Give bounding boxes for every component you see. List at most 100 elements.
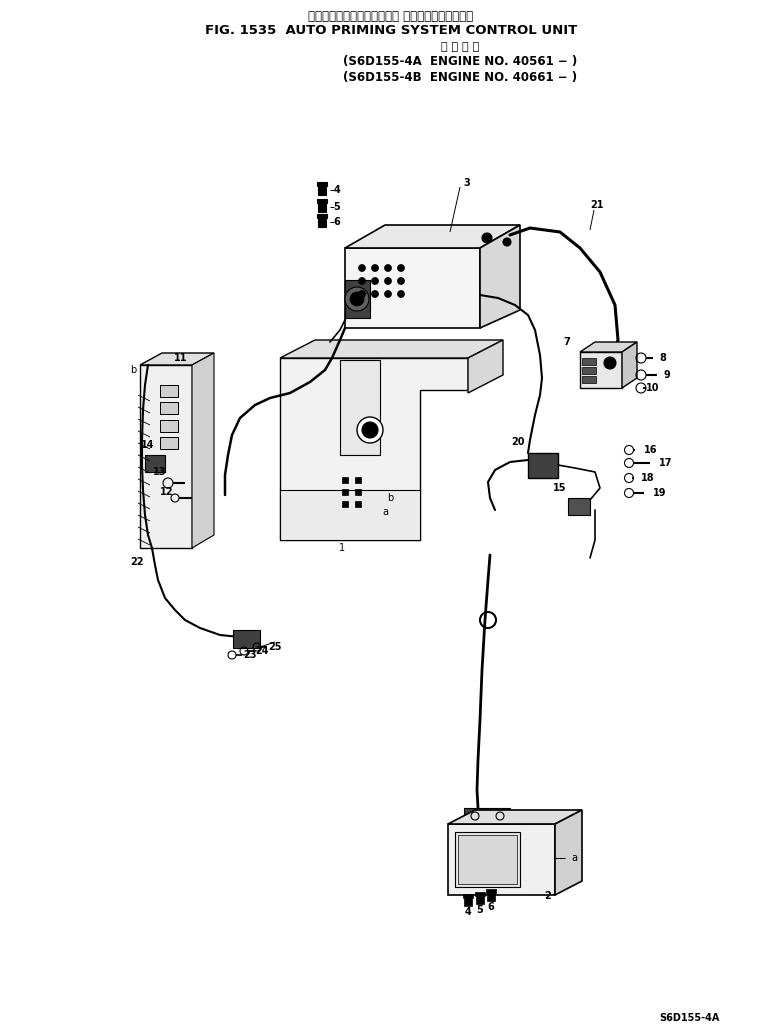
Text: 24: 24 — [255, 646, 269, 656]
Circle shape — [357, 417, 383, 443]
Polygon shape — [340, 360, 380, 455]
Circle shape — [371, 291, 378, 298]
Polygon shape — [580, 342, 637, 352]
Circle shape — [350, 292, 364, 306]
Text: 6: 6 — [488, 902, 494, 912]
Text: 23: 23 — [243, 650, 256, 660]
Text: 20: 20 — [511, 438, 525, 447]
Polygon shape — [140, 353, 214, 365]
Circle shape — [397, 277, 404, 284]
Circle shape — [371, 265, 378, 271]
Text: 8: 8 — [659, 353, 666, 363]
Text: 22: 22 — [131, 557, 144, 567]
Bar — [355, 489, 361, 495]
Text: FIG. 1535  AUTO PRIMING SYSTEM CONTROL UNIT: FIG. 1535 AUTO PRIMING SYSTEM CONTROL UN… — [205, 25, 577, 38]
Text: 適 用 号 機: 適 用 号 機 — [441, 42, 479, 52]
Text: 4: 4 — [465, 907, 472, 917]
Text: 5: 5 — [334, 202, 340, 212]
Text: 7: 7 — [564, 337, 570, 347]
Bar — [458, 835, 517, 884]
Polygon shape — [555, 810, 582, 895]
Circle shape — [371, 277, 378, 284]
Bar — [355, 501, 361, 507]
Bar — [160, 438, 178, 449]
Text: 1: 1 — [339, 543, 345, 553]
Text: 19: 19 — [653, 488, 667, 498]
Bar — [318, 217, 326, 227]
Polygon shape — [140, 365, 192, 548]
Text: 3: 3 — [464, 178, 471, 188]
Text: (S6D155-4B  ENGINE NO. 40661 − ): (S6D155-4B ENGINE NO. 40661 − ) — [343, 72, 577, 84]
Text: 21: 21 — [590, 200, 604, 210]
Text: 4: 4 — [334, 185, 340, 195]
Circle shape — [385, 265, 392, 271]
Circle shape — [503, 238, 511, 246]
Circle shape — [358, 277, 365, 284]
Bar — [463, 893, 473, 898]
Text: 6: 6 — [334, 217, 340, 227]
Bar — [317, 199, 327, 203]
Polygon shape — [345, 225, 520, 248]
Circle shape — [362, 422, 378, 438]
Text: 12: 12 — [160, 487, 174, 497]
Polygon shape — [622, 342, 637, 388]
Polygon shape — [464, 808, 510, 824]
Bar — [476, 896, 484, 904]
Bar — [318, 202, 326, 212]
Bar — [582, 358, 596, 365]
Circle shape — [397, 265, 404, 271]
Bar — [342, 501, 348, 507]
Text: a: a — [382, 507, 388, 517]
Polygon shape — [528, 453, 558, 478]
Text: 14: 14 — [142, 440, 155, 450]
Bar — [355, 477, 361, 483]
Polygon shape — [280, 358, 468, 540]
Polygon shape — [192, 353, 214, 548]
Text: b: b — [387, 493, 393, 503]
Polygon shape — [280, 490, 420, 540]
Circle shape — [385, 291, 392, 298]
Polygon shape — [468, 340, 503, 393]
Bar — [582, 367, 596, 374]
Bar — [464, 898, 472, 906]
Text: a: a — [571, 853, 577, 863]
Text: 15: 15 — [553, 483, 567, 493]
Text: 5: 5 — [476, 905, 483, 915]
Text: 13: 13 — [153, 467, 167, 477]
Circle shape — [358, 265, 365, 271]
Polygon shape — [580, 352, 622, 388]
Bar — [342, 477, 348, 483]
Bar — [317, 182, 327, 186]
Circle shape — [482, 233, 492, 243]
Polygon shape — [568, 498, 590, 515]
Bar — [318, 185, 326, 195]
Text: 9: 9 — [664, 370, 670, 380]
Text: オートプライミングシステム コントロールユニット: オートプライミングシステム コントロールユニット — [308, 9, 474, 23]
Bar — [317, 214, 327, 218]
Bar — [160, 402, 178, 414]
Text: 2: 2 — [544, 891, 551, 901]
Circle shape — [397, 291, 404, 298]
Text: (S6D155-4A  ENGINE NO. 40561 − ): (S6D155-4A ENGINE NO. 40561 − ) — [343, 55, 577, 69]
Text: 16: 16 — [644, 445, 658, 455]
Circle shape — [345, 287, 369, 311]
Text: 18: 18 — [641, 473, 655, 483]
Bar — [160, 420, 178, 432]
Polygon shape — [233, 630, 260, 648]
Polygon shape — [345, 280, 370, 318]
Polygon shape — [280, 340, 503, 358]
Bar — [486, 889, 496, 893]
Text: 25: 25 — [268, 642, 282, 652]
Polygon shape — [480, 225, 520, 328]
Text: S6D155-4A: S6D155-4A — [660, 1013, 720, 1023]
Text: b: b — [130, 365, 136, 375]
Circle shape — [604, 357, 616, 369]
Bar — [342, 489, 348, 495]
Bar — [487, 893, 495, 901]
Polygon shape — [448, 824, 555, 895]
Bar — [160, 385, 178, 397]
Text: 10: 10 — [646, 383, 660, 393]
Text: 11: 11 — [174, 353, 188, 363]
Polygon shape — [345, 248, 480, 328]
Polygon shape — [145, 455, 165, 472]
